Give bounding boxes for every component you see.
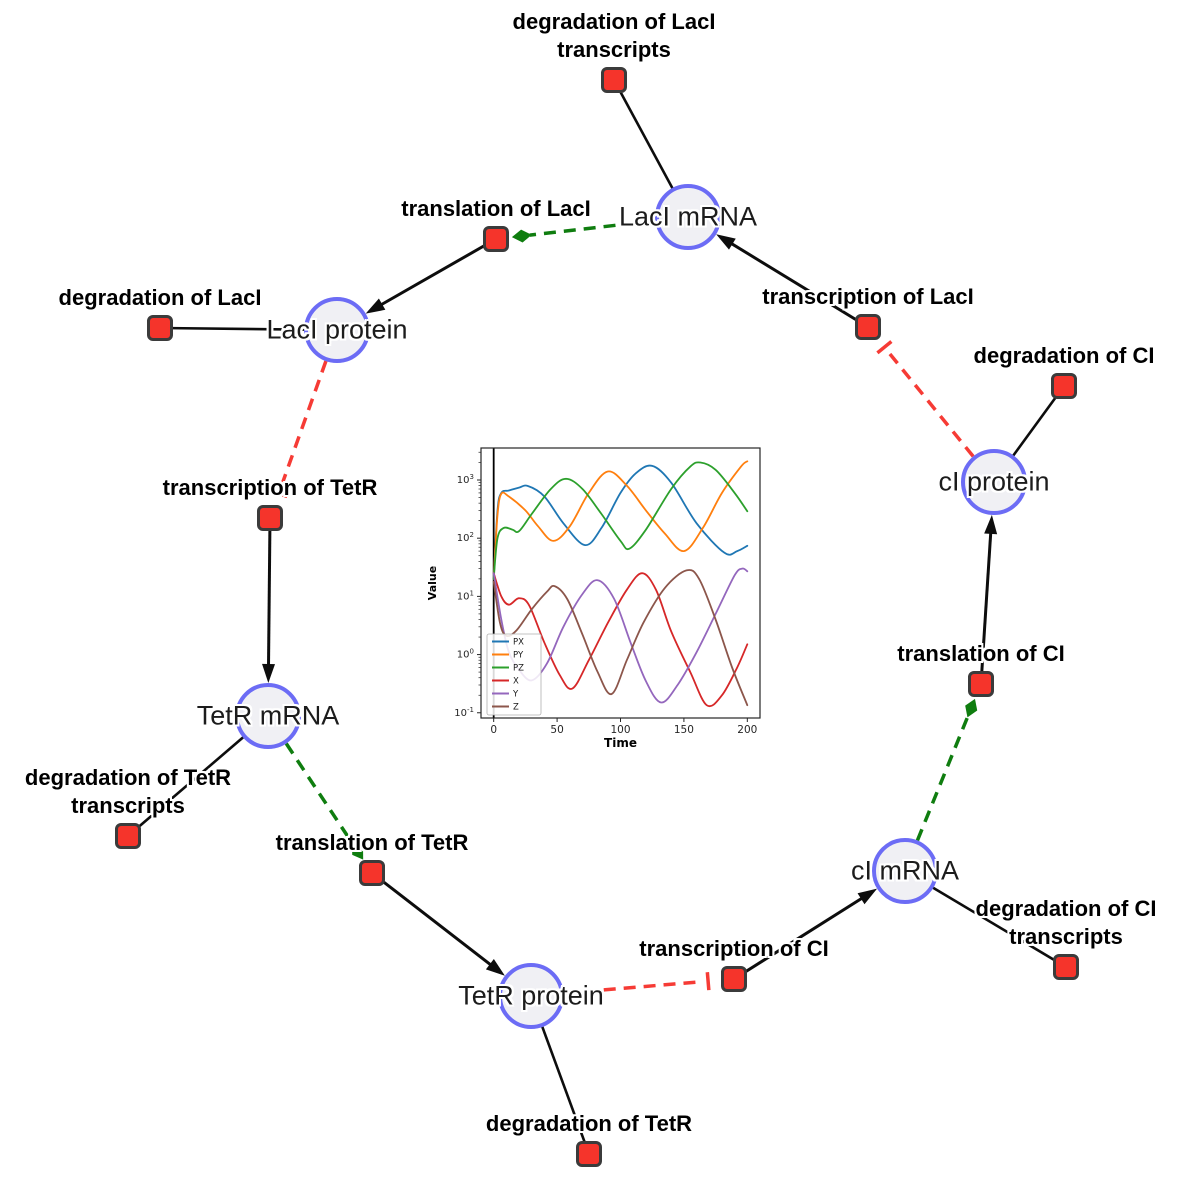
y-tick-label: 10-1 xyxy=(454,706,474,719)
series-line-X xyxy=(492,572,749,708)
species-node-tetr_mrna[interactable] xyxy=(235,683,301,749)
inset-chart: 0 50 100 150 200 10-1 100 101 102 103 PX PY PZ X Y Z Tim… xyxy=(412,434,777,764)
edge-modifier-ci_mrna-transl_ci xyxy=(915,698,978,842)
reaction-node-transc_tetr[interactable] xyxy=(257,505,283,531)
edge-arrow-transl_laci-laci_protein xyxy=(365,237,497,314)
edge-arrow-transc_ci-ci_mrna xyxy=(733,888,878,981)
y-tick-label: 101 xyxy=(457,589,474,602)
species-node-laci_protein[interactable] xyxy=(304,297,370,363)
series-line-Z xyxy=(492,569,749,707)
chart-legend: PX PY PZ XYZ xyxy=(486,633,542,716)
edge-modifier-laci_mrna-transl_laci xyxy=(511,219,656,243)
legend-entry-PY: PY xyxy=(513,651,524,661)
y-tick-label: 100 xyxy=(457,648,474,661)
series-line-PY xyxy=(492,460,749,580)
edge-inhibition-laci_protein-transc_tetr xyxy=(269,360,328,499)
reaction-node-transl_ci[interactable] xyxy=(968,671,994,697)
reaction-node-deg_ci_tx[interactable] xyxy=(1053,954,1079,980)
edge-arrow-transc_laci-laci_mrna xyxy=(716,234,869,329)
edge-arrow-transl_tetr-tetr_protein xyxy=(371,871,505,976)
x-axis-label: Time xyxy=(604,736,637,750)
edge-modifier-tetr_mrna-transl_tetr xyxy=(284,742,364,860)
reaction-node-deg_tetr_tx[interactable] xyxy=(115,823,141,849)
legend-entry-X: X xyxy=(513,677,519,687)
y-tick-label: 102 xyxy=(457,531,474,544)
x-tick-label: 50 xyxy=(550,724,563,736)
legend-entry-PZ: PZ xyxy=(513,664,524,674)
edge-arrow-transc_tetr-tetr_mrna xyxy=(262,517,276,684)
reaction-node-deg_laci_tx[interactable] xyxy=(601,67,627,93)
reaction-node-deg_tetr[interactable] xyxy=(576,1141,602,1167)
reaction-node-transl_laci[interactable] xyxy=(483,226,509,252)
reaction-node-deg_ci[interactable] xyxy=(1051,373,1077,399)
edge-arrow-transl_ci-ci_protein xyxy=(979,514,998,685)
reaction-node-transc_laci[interactable] xyxy=(855,314,881,340)
reaction-node-transl_tetr[interactable] xyxy=(359,860,385,886)
series-line-PX xyxy=(492,464,749,580)
x-tick-label: 100 xyxy=(610,724,630,736)
x-tick-label: 0 xyxy=(490,724,497,736)
reaction-node-transc_ci[interactable] xyxy=(721,966,747,992)
legend-entry-PX: PX xyxy=(513,638,524,648)
series-line-PZ xyxy=(492,461,749,580)
y-axis-label: Value xyxy=(426,566,439,600)
x-tick-label: 150 xyxy=(674,724,694,736)
x-tick-label: 200 xyxy=(737,724,757,736)
reaction-node-deg_laci[interactable] xyxy=(147,315,173,341)
species-node-ci_mrna[interactable] xyxy=(872,838,938,904)
edge-inhibition-tetr_protein-transc_ci xyxy=(563,972,711,995)
species-node-ci_protein[interactable] xyxy=(961,449,1027,515)
legend-entry-Z: Z xyxy=(513,703,519,713)
legend-entry-Y: Y xyxy=(512,690,519,700)
edge-inhibition-ci_protein-transc_laci xyxy=(876,340,975,458)
y-tick-label: 103 xyxy=(457,473,474,486)
species-node-laci_mrna[interactable] xyxy=(655,184,721,250)
species-node-tetr_protein[interactable] xyxy=(498,963,564,1029)
